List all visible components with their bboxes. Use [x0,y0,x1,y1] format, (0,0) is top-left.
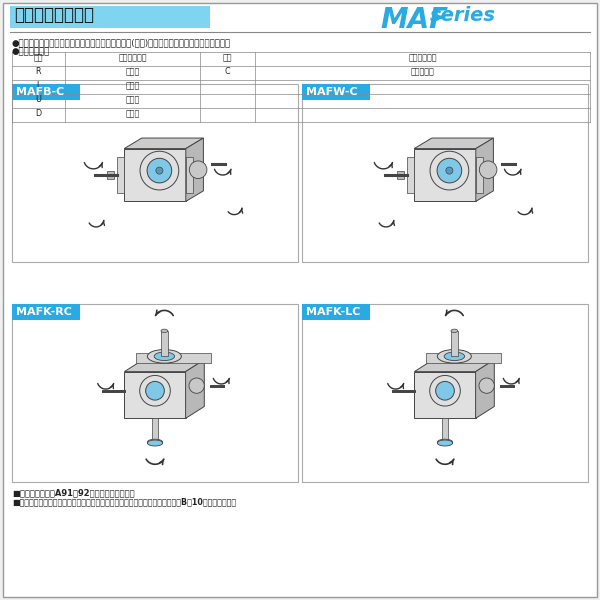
Text: ●軸配置の記号: ●軸配置の記号 [12,47,50,56]
Bar [302,84,588,262]
Text: ■軸配置の詳細はA91・92を参照して下さい。: ■軸配置の詳細はA91・92を参照して下さい。 [12,488,134,497]
Text: 軸配置と回転方向: 軸配置と回転方向 [14,6,94,24]
Text: R: R [36,67,41,76]
Polygon shape [415,360,494,371]
Bar [302,304,370,320]
Polygon shape [426,353,501,363]
Circle shape [479,378,494,394]
Polygon shape [124,371,185,418]
Polygon shape [117,157,124,193]
Bar [12,84,80,100]
Text: ■特殊な取付姿勢については、当社へお問い合わせ下さい。なお、参考としてB－10をご覧下さい。: ■特殊な取付姿勢については、当社へお問い合わせ下さい。なお、参考としてB－10を… [12,497,236,506]
Circle shape [190,161,207,179]
Polygon shape [476,138,493,202]
Text: MAFB-C: MAFB-C [16,87,64,97]
Text: 記号: 記号 [223,53,232,62]
Bar [442,418,448,442]
Circle shape [479,161,497,179]
Polygon shape [124,149,186,202]
Bar [302,304,588,482]
Bar [12,304,80,320]
Bar [302,84,370,100]
Circle shape [147,158,172,183]
Polygon shape [414,138,493,149]
Ellipse shape [154,352,175,361]
Text: 下　側: 下 側 [125,109,140,118]
Ellipse shape [451,329,458,332]
Ellipse shape [437,350,472,363]
Ellipse shape [437,440,452,446]
Circle shape [446,167,453,174]
Polygon shape [186,138,203,202]
Bar [107,172,113,179]
Text: 出力軸の方向: 出力軸の方向 [408,53,437,62]
Ellipse shape [444,352,464,361]
Text: D: D [35,109,41,118]
Ellipse shape [148,350,181,363]
Polygon shape [124,138,203,149]
Circle shape [140,151,179,190]
Circle shape [430,376,460,406]
Text: C: C [224,67,230,76]
Circle shape [436,382,454,400]
Bar [10,6,210,28]
Bar [397,172,404,179]
Circle shape [140,376,170,406]
Text: 左　側: 左 側 [125,81,140,90]
Text: 記号: 記号 [34,53,43,62]
Text: 上　側: 上 側 [125,95,140,104]
Polygon shape [124,360,204,371]
Polygon shape [136,353,211,363]
Text: U: U [35,95,41,104]
Text: 右　側: 右 側 [125,67,140,76]
Polygon shape [476,360,494,418]
Ellipse shape [161,329,168,332]
Bar [451,331,458,356]
Circle shape [430,151,469,190]
Text: 出力軸両軸: 出力軸両軸 [410,67,434,76]
Ellipse shape [437,439,452,445]
Bar [12,304,298,482]
Bar [12,84,298,262]
Text: MAFK-LC: MAFK-LC [306,307,361,317]
Ellipse shape [148,440,163,446]
Circle shape [156,167,163,174]
Bar [152,418,158,442]
Polygon shape [414,149,476,202]
Polygon shape [476,157,483,193]
Text: series: series [430,6,496,25]
Circle shape [189,378,204,394]
Bar [161,331,168,356]
Text: L: L [37,81,41,90]
Polygon shape [415,371,476,418]
Circle shape [437,158,462,183]
Text: MAF: MAF [380,6,448,34]
Text: MAFW-C: MAFW-C [306,87,358,97]
Polygon shape [186,157,193,193]
Text: ●軸配置は入力軸またはモータを手前にして出力軸(青色)の出ている方向で決定して下さい。: ●軸配置は入力軸またはモータを手前にして出力軸(青色)の出ている方向で決定して下… [12,38,231,47]
Polygon shape [185,360,204,418]
Text: 出力軸の方向: 出力軸の方向 [118,53,147,62]
Circle shape [146,382,164,400]
Polygon shape [407,157,414,193]
Ellipse shape [148,439,163,445]
Text: MAFK-RC: MAFK-RC [16,307,72,317]
